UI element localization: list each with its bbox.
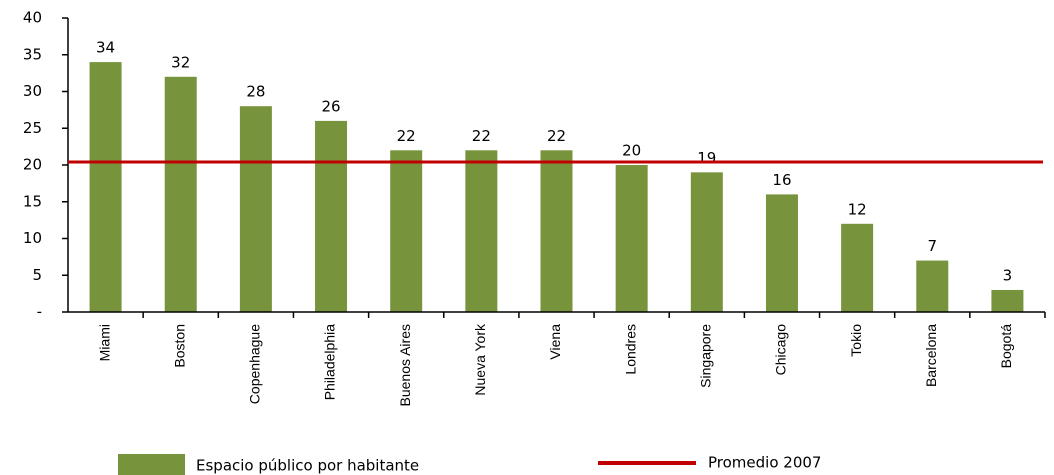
- x-tick-label: Singapore: [698, 324, 714, 388]
- bar: [841, 223, 874, 312]
- legend-label: Espacio público por habitante: [196, 457, 419, 475]
- data-label: 12: [848, 200, 867, 218]
- x-tick-label: Buenos Aires: [397, 324, 413, 407]
- bar: [390, 150, 423, 312]
- bar: [239, 106, 272, 312]
- bar: [690, 172, 723, 312]
- data-label: 7: [927, 237, 937, 255]
- y-tick-label: 10: [23, 229, 42, 247]
- x-tick-label: Chicago: [773, 324, 789, 376]
- x-tick-label: Copenhague: [247, 324, 263, 404]
- x-tick-label: Miami: [96, 324, 112, 361]
- bar: [615, 165, 648, 312]
- y-tick-label: 30: [23, 82, 42, 100]
- x-tick-label: Nueva York: [472, 323, 488, 396]
- x-tick-label: Londres: [622, 324, 638, 375]
- bar: [540, 150, 573, 312]
- x-tick-label: Barcelona: [923, 324, 939, 387]
- data-label: 34: [96, 39, 115, 57]
- bar: [765, 194, 798, 312]
- x-tick-label: Tokio: [848, 324, 864, 357]
- y-tick-label: 20: [23, 156, 42, 174]
- data-label: 32: [171, 53, 190, 71]
- data-label: 26: [321, 97, 340, 115]
- data-label: 22: [472, 127, 491, 145]
- data-label: 22: [547, 127, 566, 145]
- legend-swatch: [118, 454, 185, 475]
- y-tick-label: 25: [23, 119, 42, 137]
- data-label: 28: [246, 83, 265, 101]
- data-label: 16: [772, 171, 791, 189]
- data-label: 3: [1003, 266, 1013, 284]
- y-tick-label: 5: [32, 266, 42, 284]
- bar: [991, 289, 1024, 312]
- x-tick-label: Boston: [171, 324, 187, 368]
- legend-label: Promedio 2007: [708, 454, 821, 472]
- x-tick-label: Viena: [547, 324, 563, 360]
- data-label: 20: [622, 142, 641, 160]
- bar: [89, 62, 122, 312]
- y-tick-label: 15: [23, 192, 42, 210]
- y-tick-label: 40: [23, 9, 42, 27]
- data-label: 19: [697, 149, 716, 167]
- bar: [916, 260, 949, 312]
- x-tick-label: Bogotá: [998, 324, 1014, 369]
- x-tick-label: Philadelphia: [322, 324, 338, 400]
- y-tick-label: 35: [23, 45, 42, 63]
- bar: [164, 76, 197, 312]
- bar: [465, 150, 498, 312]
- data-label: 22: [397, 127, 416, 145]
- bar: [315, 120, 348, 313]
- y-tick-label: -: [37, 303, 42, 321]
